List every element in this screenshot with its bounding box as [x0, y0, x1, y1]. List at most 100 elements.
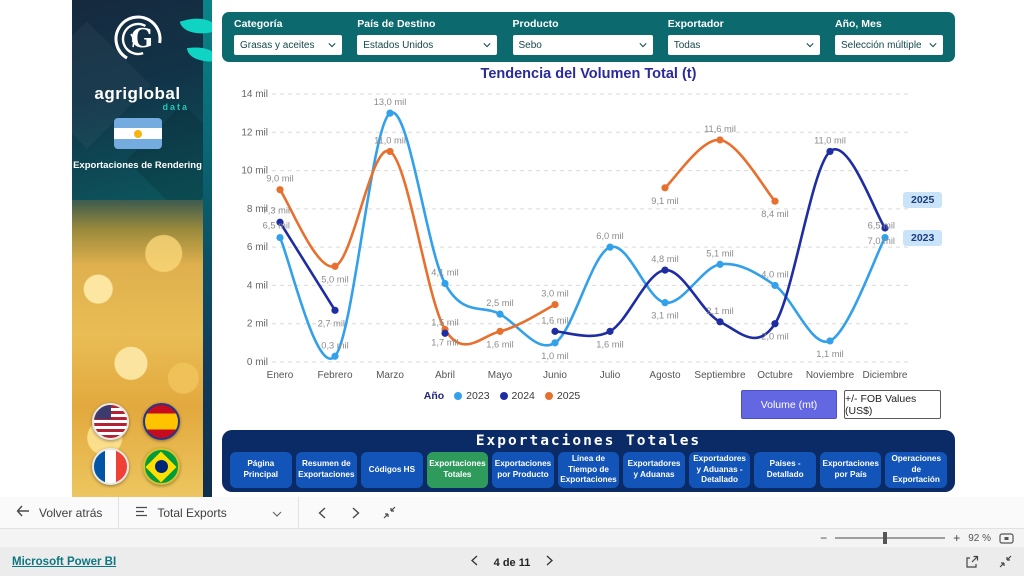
- nav-tab-exportadores-y-aduanas-detallado[interactable]: Exportadores y Aduanas - Detallado: [688, 452, 751, 488]
- fit-to-page-icon[interactable]: [999, 532, 1014, 544]
- fob-values-button[interactable]: +/- FOB Values (US$): [844, 390, 941, 419]
- data-label: 1,1 mil: [816, 349, 843, 359]
- prev-page-icon[interactable]: [305, 497, 339, 528]
- data-label: 13,0 mil: [374, 97, 407, 107]
- chevron-down-icon: [483, 43, 491, 48]
- filter-dropdown[interactable]: Sebo: [512, 35, 653, 55]
- legend-item-2025[interactable]: 2025: [544, 390, 581, 402]
- filter-value: Sebo: [518, 39, 542, 51]
- svg-text:Noviembre: Noviembre: [806, 370, 855, 381]
- page-selector-label: Total Exports: [157, 505, 227, 520]
- nav-tab-c-digos-hs[interactable]: Códigos HS: [361, 452, 423, 488]
- data-label: 5,0 mil: [321, 274, 348, 284]
- data-label: 4,1 mil: [431, 268, 458, 278]
- nav-tab-exportadores-y-aduanas[interactable]: Exportadores y Aduanas: [623, 452, 685, 488]
- data-label: 4,8 mil: [651, 254, 678, 264]
- series-2023[interactable]: [276, 109, 889, 360]
- filter-value: Grasas y aceites: [240, 39, 315, 51]
- data-label: 7,3 mil: [263, 205, 290, 215]
- filter-label: Exportador: [667, 18, 724, 30]
- data-label: 7,0 mil: [868, 236, 895, 246]
- chart-title: Tendencia del Volumen Total (t): [480, 66, 697, 82]
- flag-usa-button[interactable]: [91, 403, 129, 440]
- powerbi-footer: Microsoft Power BI 4 de 11: [0, 547, 1024, 576]
- svg-text:6 mil: 6 mil: [247, 242, 268, 253]
- pages-list-icon: [135, 506, 148, 520]
- trend-line-chart[interactable]: 0 mil 2 mil 4 mil 6 mil 8 mil 10 mil 12 mil 14 …: [234, 84, 949, 386]
- nav-tab-exportaciones-totales[interactable]: Exportaciones Totales: [426, 452, 489, 488]
- nav-tab-operaciones-de-exportaci-n[interactable]: Operaciones de Exportación: [885, 452, 948, 488]
- filter-dropdown[interactable]: Selección múltiple: [835, 35, 943, 55]
- flag-brazil-button[interactable]: [142, 448, 180, 485]
- legend-dot: [544, 392, 553, 400]
- zoom-slider-thumb[interactable]: [883, 532, 888, 544]
- nav-tab-resumen-de-exportaciones[interactable]: Resumen de Exportaciones: [295, 452, 358, 488]
- page-indicator-group: 4 de 11: [0, 555, 1024, 569]
- zoom-in-button[interactable]: +: [953, 531, 961, 545]
- food-photo: [72, 200, 203, 497]
- filter-dropdown[interactable]: Todas: [667, 35, 820, 55]
- data-label: 1,0 mil: [541, 351, 568, 361]
- share-icon[interactable]: [965, 555, 979, 569]
- year-badge-2023[interactable]: 2023: [903, 230, 943, 246]
- series-2024[interactable]: [276, 147, 889, 340]
- series-2025[interactable]: [276, 136, 779, 346]
- svg-text:Abril: Abril: [435, 370, 455, 381]
- page-selector[interactable]: Total Exports: [119, 497, 299, 528]
- legend-label: 2025: [556, 390, 581, 402]
- zoom-out-button[interactable]: −: [820, 531, 828, 545]
- svg-text:14 mil: 14 mil: [241, 89, 268, 100]
- svg-text:4 mil: 4 mil: [247, 280, 268, 291]
- svg-text:2 mil: 2 mil: [247, 319, 268, 330]
- data-label: 11,0 mil: [374, 135, 406, 145]
- nav-tab-pa-ses-detallado[interactable]: Países - Detallado: [754, 452, 816, 488]
- zoom-slider[interactable]: [835, 532, 946, 544]
- svg-text:10 mil: 10 mil: [241, 166, 268, 177]
- nav-tab-exportaciones-por-producto[interactable]: Exportaciones por Producto: [492, 452, 554, 488]
- filter-producto: Producto Sebo: [512, 18, 653, 55]
- powerbi-brand-link[interactable]: Microsoft Power BI: [12, 555, 117, 568]
- year-badge-2025[interactable]: 2025: [903, 192, 943, 208]
- chevron-down-icon: [272, 506, 282, 520]
- back-arrow-icon: [16, 505, 30, 520]
- svg-text:Diciembre: Diciembre: [862, 370, 907, 381]
- legend-dot: [499, 392, 508, 400]
- filter-dropdown[interactable]: Grasas y aceites: [234, 35, 342, 55]
- pager-prev-icon[interactable]: [470, 555, 478, 569]
- filter-label: País de Destino: [357, 18, 436, 30]
- svg-text:Marzo: Marzo: [376, 370, 404, 381]
- nav-tabs: Página Principal Resumen de Exportaciones…: [230, 452, 948, 488]
- collapse-icon[interactable]: [373, 497, 407, 528]
- svg-text:G: G: [130, 24, 152, 54]
- filter-dropdown[interactable]: Estados Unidos: [357, 35, 498, 55]
- nav-title: Exportaciones Totales: [475, 433, 702, 449]
- legend-item-2023[interactable]: 2023: [454, 390, 490, 402]
- volume-button[interactable]: Volume (mt): [741, 390, 837, 419]
- data-label: 1,6 mil: [486, 339, 513, 349]
- fullscreen-icon[interactable]: [999, 555, 1012, 569]
- filter-exportador: Exportador Todas: [667, 18, 820, 55]
- data-label: 11,0 mil: [814, 135, 846, 145]
- chevron-down-icon: [328, 43, 336, 48]
- legend-item-2024[interactable]: 2024: [499, 390, 535, 402]
- brand-wordmark: agriglobal data: [72, 84, 203, 112]
- flag-france-button[interactable]: [91, 448, 129, 485]
- svg-text:0 mil: 0 mil: [247, 357, 268, 368]
- data-label: 1,7 mil: [431, 337, 458, 347]
- back-button[interactable]: Volver atrás: [0, 497, 120, 528]
- nav-tab-l-nea-de-tiempo-de-exportaciones[interactable]: Línea de Tiempo de Exportaciones: [557, 452, 620, 488]
- next-page-icon[interactable]: [339, 497, 373, 528]
- nav-tab-p-gina-principal[interactable]: Página Principal: [230, 452, 292, 488]
- svg-text:Junio: Junio: [543, 370, 567, 381]
- svg-text:Enero: Enero: [267, 370, 294, 381]
- flag-spain-button[interactable]: [142, 403, 180, 440]
- sidebar-accent-strip: [203, 0, 212, 497]
- data-label: 3,0 mil: [541, 289, 568, 299]
- pager-next-icon[interactable]: [546, 555, 554, 569]
- svg-text:Julio: Julio: [600, 370, 621, 381]
- nav-tab-exportaciones-por-pa-s[interactable]: Exportaciones por País: [819, 452, 882, 488]
- svg-text:Octubre: Octubre: [757, 370, 793, 381]
- data-label: 1,5 mil: [431, 317, 458, 327]
- sidebar-subtitle: Exportaciones de Rendering: [73, 160, 202, 171]
- toolbar-nav-icons: [299, 497, 413, 528]
